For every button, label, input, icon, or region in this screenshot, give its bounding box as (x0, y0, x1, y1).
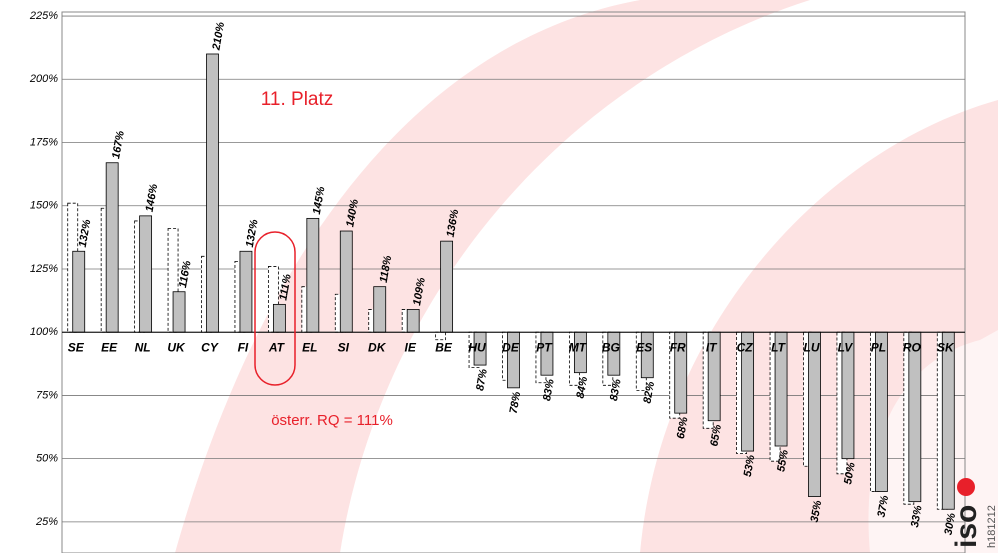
bar (808, 331, 821, 497)
x-tick-label: HU (468, 340, 486, 354)
x-tick-label: BG (602, 340, 620, 354)
x-tick-label: DK (368, 340, 387, 354)
x-tick-label: AT (268, 340, 286, 354)
bar (139, 215, 153, 333)
bar (373, 286, 387, 333)
value-label: 145% (311, 185, 328, 215)
bar (406, 309, 420, 333)
x-tick-label: FI (238, 340, 249, 354)
x-tick-label: CZ (737, 340, 754, 354)
value-label: 65% (708, 423, 724, 447)
x-tick-label: LU (804, 340, 820, 354)
bar (172, 291, 186, 333)
value-label: 53% (742, 454, 758, 478)
prior-bar (167, 228, 179, 333)
value-label: 30% (942, 512, 958, 536)
x-tick-label: DE (502, 340, 520, 354)
value-label: 167% (110, 130, 127, 160)
value-label: 68% (675, 416, 691, 440)
value-label: 50% (842, 461, 858, 485)
value-label: 82% (641, 380, 657, 404)
value-label: 109% (411, 276, 428, 306)
value-label: 83% (608, 378, 624, 402)
bar (440, 240, 454, 333)
x-tick-label: IT (706, 340, 718, 354)
value-label: 37% (876, 494, 892, 518)
annotation: österr. RQ = 111% (271, 412, 393, 429)
logo: iso (950, 505, 983, 548)
x-tick-label: UK (167, 340, 186, 354)
value-label: 83% (541, 378, 557, 402)
value-label: 84% (575, 375, 591, 399)
x-tick-label: LV (838, 340, 854, 354)
x-tick-label: FR (670, 340, 686, 354)
value-label: 136% (445, 208, 462, 238)
x-tick-label: EE (101, 340, 118, 354)
x-tick-label: RO (903, 340, 922, 354)
bar (239, 250, 253, 333)
bar (272, 303, 286, 333)
value-label: 132% (244, 218, 261, 248)
value-label: 55% (775, 449, 791, 473)
value-label: 118% (378, 254, 395, 283)
bar (306, 217, 320, 333)
value-label: 87% (474, 368, 490, 392)
bar (874, 331, 888, 492)
plot: 25% 50% 75% 100% 125% 150% 175% 200% 225% 132% SE 1… (29, 10, 966, 553)
x-tick-label: IE (404, 340, 416, 354)
x-tick-label: PL (871, 340, 886, 354)
x-tick-label: ES (636, 340, 652, 354)
bar (72, 250, 86, 333)
bar (640, 331, 654, 379)
y-tick-label: 75% (36, 389, 58, 401)
y-tick-label: 225% (29, 10, 58, 22)
background-swoosh (868, 330, 998, 553)
y-tick-label: 200% (29, 73, 58, 85)
prior-bar (435, 331, 447, 341)
y-tick-label: 50% (36, 453, 58, 465)
x-tick-label: LT (771, 340, 786, 354)
bar (206, 53, 219, 333)
x-tick-label: SK (937, 340, 955, 354)
bar (105, 162, 119, 333)
value-label: 35% (809, 499, 825, 523)
value-label: 210% (210, 21, 227, 52)
x-tick-label: SI (338, 340, 350, 354)
value-label: 111% (277, 273, 293, 301)
x-tick-label: NL (135, 340, 151, 354)
value-label: 33% (909, 504, 925, 528)
code: h181212 (986, 505, 998, 548)
bar (908, 331, 922, 503)
x-tick-label: SE (68, 340, 85, 354)
value-label: 140% (344, 198, 361, 228)
value-label: 116% (177, 260, 194, 289)
value-label: 146% (144, 183, 161, 213)
annotation: 11. Platz (261, 89, 334, 110)
y-tick-label: 125% (30, 263, 58, 275)
bar (339, 230, 353, 333)
bar (941, 331, 955, 510)
y-tick-label: 150% (30, 200, 58, 212)
y-tick-label: 25% (35, 516, 58, 528)
value-label: 78% (508, 391, 524, 415)
plot-frame (61, 11, 966, 553)
x-tick-label: PT (536, 340, 553, 354)
y-tick-label: 100% (30, 326, 58, 338)
x-tick-label: MT (569, 340, 588, 354)
logo-dot (957, 478, 975, 496)
x-tick-label: CY (201, 340, 219, 354)
highlight-ring (254, 231, 296, 386)
x-tick-label: BE (435, 340, 453, 354)
x-tick-label: EL (302, 340, 317, 354)
background-swoosh (175, 0, 810, 553)
y-tick-label: 175% (30, 136, 58, 148)
value-label: 132% (77, 218, 94, 248)
